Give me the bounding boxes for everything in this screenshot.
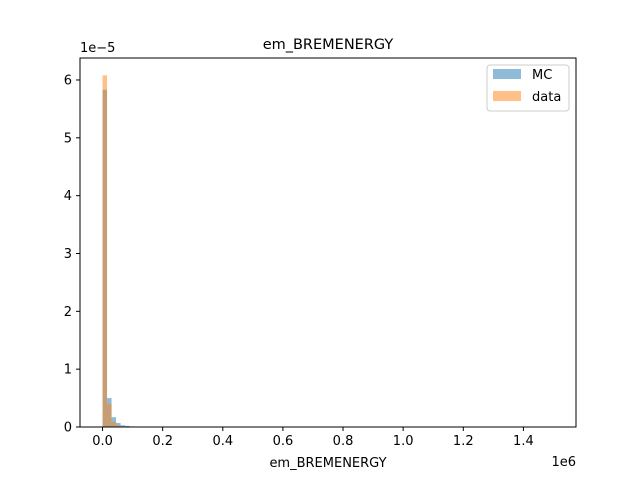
x-tick-label-6: 1.2 (453, 434, 474, 449)
y-tick-label-4: 4 (64, 189, 72, 204)
x-tick-label-3: 0.6 (273, 434, 294, 449)
x-axis-multiplier: 1e6 (551, 455, 576, 470)
histogram-bar-mc-5 (125, 425, 130, 427)
histogram-bar-data-2 (111, 421, 117, 427)
histogram-bar-mc-3 (116, 422, 121, 427)
legend: MC data (486, 64, 570, 112)
y-tick-label-2: 2 (64, 305, 72, 320)
x-tick-label-1: 0.2 (152, 434, 173, 449)
plot-frame (79, 57, 577, 428)
y-axis-ticks: 0 1 2 3 4 5 6 (64, 73, 80, 436)
histogram-bar-mc-4 (120, 425, 126, 427)
x-tick-label-0: 0.0 (92, 434, 113, 449)
legend-label-data: data (532, 90, 561, 105)
x-axis-label: em_BREMENERGY (269, 456, 386, 471)
histogram-bar-data-1 (107, 403, 112, 427)
legend-swatch-mc (493, 69, 521, 79)
x-tick-label-2: 0.4 (212, 434, 233, 449)
legend-label-mc: MC (532, 68, 552, 83)
y-tick-label-1: 1 (64, 363, 72, 378)
x-tick-label-4: 0.8 (333, 434, 354, 449)
x-axis-ticks: 0.0 0.2 0.4 0.6 0.8 1.0 1.2 1.4 (92, 427, 534, 449)
y-tick-label-5: 5 (64, 131, 72, 146)
legend-swatch-data (493, 91, 521, 101)
chart-title: em_BREMENERGY (263, 37, 394, 53)
y-tick-label-3: 3 (64, 247, 72, 262)
histogram-bar-data-3 (116, 425, 121, 427)
x-tick-label-7: 1.4 (513, 434, 534, 449)
x-tick-label-5: 1.0 (393, 434, 414, 449)
histogram-bar-data-0 (102, 75, 108, 427)
y-axis-multiplier: 1e−5 (80, 41, 115, 56)
y-tick-label-6: 6 (64, 73, 72, 88)
y-tick-label-0: 0 (64, 421, 72, 436)
